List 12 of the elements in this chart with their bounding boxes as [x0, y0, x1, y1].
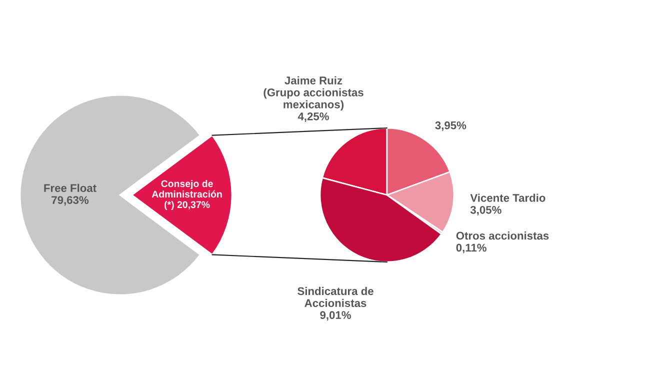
slice-label: Vicente Tardio [470, 194, 546, 202]
data-label: 0,11% [456, 244, 486, 254]
slice-label: Sindicatura de Accionistas [298, 286, 374, 308]
data-label: 3,05% [470, 206, 502, 216]
slice-label: Consejo de Administración (*) 20,37% [152, 180, 222, 210]
slice-label: Free Float [44, 184, 96, 192]
slice-label: Otros accionistas [456, 231, 549, 240]
data-label: 9,01% [320, 311, 351, 321]
data-label: 79,63% [52, 196, 89, 206]
slice-label: Jaime Ruiz (Grupo accionistas mexicanos) [264, 76, 364, 111]
data-label: 3,95% [435, 121, 466, 131]
data-label: 4,25% [298, 112, 329, 122]
